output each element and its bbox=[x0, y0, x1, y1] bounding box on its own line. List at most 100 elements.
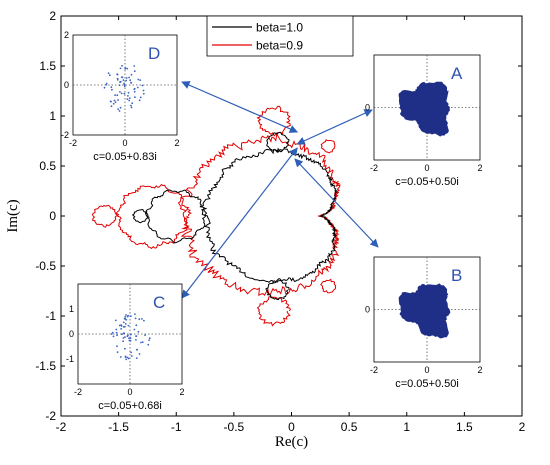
inset-point bbox=[135, 339, 137, 341]
inset-point bbox=[122, 337, 125, 339]
inset-point bbox=[111, 88, 113, 91]
inset-point bbox=[128, 97, 131, 99]
y-tick-label: -2 bbox=[45, 409, 56, 423]
inset-point bbox=[119, 67, 122, 70]
inset-point bbox=[135, 357, 138, 359]
x-tick-label: 0 bbox=[288, 420, 295, 434]
inset-point bbox=[124, 355, 127, 358]
inset-point bbox=[120, 328, 122, 330]
inset-x-tick-label: 2 bbox=[477, 163, 482, 173]
inset-x-tick-label: 2 bbox=[477, 365, 482, 375]
inset-point bbox=[125, 358, 128, 361]
inset-point bbox=[133, 88, 136, 91]
inset-point bbox=[119, 91, 121, 93]
inset-point bbox=[139, 96, 142, 99]
inset-point bbox=[133, 70, 136, 73]
inset-y-tick-label: 0 bbox=[64, 80, 69, 90]
inset-point bbox=[141, 341, 144, 343]
y-tick-label: 0 bbox=[49, 209, 56, 223]
inset-point bbox=[134, 313, 136, 315]
inset-caption: c=0.05+0.83i bbox=[93, 151, 157, 163]
inset-point bbox=[107, 72, 110, 74]
inset-x-tick-label: -2 bbox=[370, 365, 378, 375]
inset-point bbox=[126, 315, 129, 318]
inset-point bbox=[130, 351, 133, 354]
inset-point bbox=[111, 331, 114, 334]
legend-box bbox=[206, 15, 354, 57]
x-tick-label: 1.5 bbox=[456, 420, 473, 434]
inset-point bbox=[136, 348, 138, 351]
inset-point bbox=[121, 64, 123, 67]
inset-x-tick-label: -2 bbox=[69, 138, 77, 148]
x-tick-label: -1.5 bbox=[108, 420, 129, 434]
inset-point bbox=[124, 336, 126, 338]
inset-point bbox=[126, 67, 129, 70]
inset-point bbox=[141, 84, 144, 87]
inset-filled-julia-set bbox=[398, 283, 451, 339]
inset-point bbox=[122, 332, 125, 335]
inset-letter-label: A bbox=[451, 64, 463, 83]
inset-point bbox=[122, 340, 124, 343]
inset-point bbox=[117, 108, 120, 110]
legend: beta=1.0 beta=0.9 bbox=[206, 15, 354, 57]
y-tick-label: 1.5 bbox=[39, 59, 56, 73]
arrow-to-inset-b bbox=[294, 158, 379, 248]
inset-point bbox=[129, 315, 132, 318]
inset-point bbox=[122, 321, 125, 324]
legend-label-beta-1.0: beta=1.0 bbox=[256, 21, 303, 35]
inset-point bbox=[126, 335, 129, 338]
inset-scattered-points bbox=[110, 313, 151, 361]
inset-d: -2 0 2 2 0 -2 Dc=0.05+0.83i bbox=[61, 30, 180, 163]
y-tick-labels: -2 -1.5 -1 -0.5 0 0.5 1 1.5 2 bbox=[35, 9, 56, 423]
inset-y-tick-label: 0 bbox=[365, 103, 370, 113]
inset-point bbox=[147, 343, 150, 346]
inset-x-tick-label: 0 bbox=[122, 138, 127, 148]
inset-filled-julia-set bbox=[398, 81, 450, 137]
inset-x-tick-label: -2 bbox=[74, 387, 82, 397]
inset-point bbox=[119, 356, 122, 358]
inset-letter-label: C bbox=[153, 293, 165, 312]
inset-point bbox=[115, 328, 118, 331]
inset-y-tick-label: -2 bbox=[61, 130, 69, 140]
inset-point bbox=[112, 335, 115, 338]
inset-letter-label: D bbox=[148, 44, 160, 63]
inset-x-tick-label: -2 bbox=[370, 163, 378, 173]
y-tick-label: 0.5 bbox=[39, 159, 56, 173]
inset-point bbox=[112, 102, 115, 105]
inset-point bbox=[144, 334, 147, 336]
inset-x-tick-label: 0 bbox=[424, 365, 429, 375]
inset-point bbox=[142, 92, 145, 95]
inset-point bbox=[128, 337, 130, 340]
inset-point bbox=[128, 99, 131, 102]
inset-point bbox=[114, 101, 117, 103]
inset-x-tick-label: 0 bbox=[424, 163, 429, 173]
inset-point bbox=[134, 96, 136, 99]
inset-point bbox=[133, 328, 136, 331]
inset-point bbox=[114, 94, 116, 97]
inset-point bbox=[116, 94, 119, 97]
x-axis-label: Re(c) bbox=[275, 434, 308, 450]
inset-point bbox=[117, 99, 119, 101]
inset-caption: c=0.05+0.68i bbox=[98, 400, 162, 412]
inset-point bbox=[139, 79, 142, 81]
inset-point bbox=[124, 323, 127, 325]
inset-point bbox=[137, 330, 140, 333]
inset-point bbox=[135, 324, 138, 327]
inset-letter-label: B bbox=[451, 266, 462, 285]
inset-y-tick-label: 0 bbox=[365, 305, 370, 315]
inset-point bbox=[118, 324, 121, 327]
inset-point bbox=[124, 316, 127, 318]
inset-point bbox=[124, 67, 127, 70]
x-tick-label: 1 bbox=[403, 420, 410, 434]
inset-point bbox=[120, 76, 123, 78]
inset-point bbox=[120, 324, 123, 326]
inset-point bbox=[103, 86, 106, 89]
inset-point bbox=[141, 318, 143, 320]
inset-point bbox=[118, 84, 121, 87]
inset-point bbox=[129, 337, 132, 339]
arrow-to-inset-d bbox=[181, 81, 299, 133]
inset-point bbox=[108, 74, 111, 77]
y-tick-label: -0.5 bbox=[35, 259, 56, 273]
inset-point bbox=[135, 335, 138, 337]
